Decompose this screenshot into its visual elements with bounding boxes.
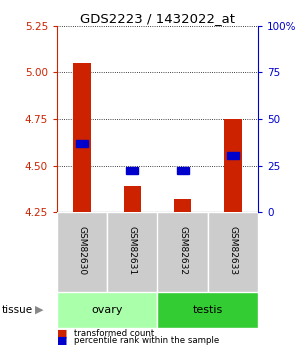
Bar: [158, 212, 208, 292]
Text: GSM82632: GSM82632: [178, 226, 187, 275]
Text: transformed count: transformed count: [74, 329, 154, 338]
Text: testis: testis: [193, 305, 223, 315]
Text: ▶: ▶: [34, 305, 43, 315]
Bar: [208, 212, 258, 292]
Text: GSM82631: GSM82631: [128, 226, 137, 275]
Bar: [107, 212, 158, 292]
Text: percentile rank within the sample: percentile rank within the sample: [74, 336, 219, 345]
Text: ■: ■: [57, 336, 68, 345]
Bar: [177, 167, 189, 174]
Bar: [124, 186, 141, 212]
Bar: [227, 152, 239, 159]
Bar: [73, 63, 91, 212]
Text: GSM82633: GSM82633: [228, 226, 237, 275]
Bar: [57, 292, 158, 328]
Title: GDS2223 / 1432022_at: GDS2223 / 1432022_at: [80, 12, 235, 25]
Bar: [126, 167, 138, 174]
Bar: [57, 212, 107, 292]
Bar: [158, 292, 258, 328]
Text: tissue: tissue: [2, 305, 33, 315]
Bar: [224, 119, 242, 212]
Text: ■: ■: [57, 329, 68, 338]
Text: ovary: ovary: [92, 305, 123, 315]
Text: GSM82630: GSM82630: [78, 226, 87, 275]
Bar: [76, 140, 88, 147]
Bar: [174, 199, 191, 212]
